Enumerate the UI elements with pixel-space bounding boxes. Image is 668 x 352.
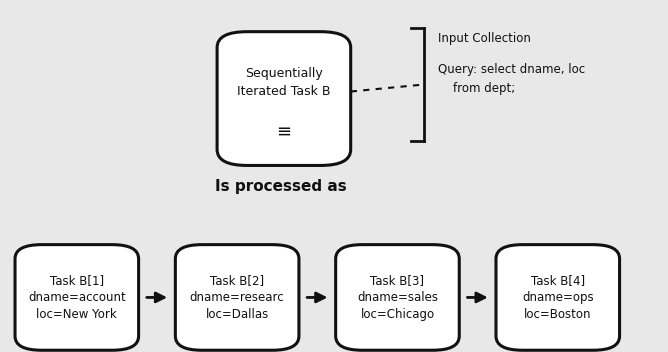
- Text: Task B[4]
dname=ops
loc=Boston: Task B[4] dname=ops loc=Boston: [522, 274, 594, 321]
- Text: Is processed as: Is processed as: [214, 179, 347, 194]
- Text: Task B[2]
dname=researc
loc=Dallas: Task B[2] dname=researc loc=Dallas: [190, 274, 285, 321]
- Text: Sequentially
Iterated Task B: Sequentially Iterated Task B: [237, 67, 331, 98]
- FancyBboxPatch shape: [496, 245, 620, 350]
- FancyBboxPatch shape: [15, 245, 139, 350]
- FancyBboxPatch shape: [175, 245, 299, 350]
- Text: ≡: ≡: [277, 123, 291, 141]
- Text: Task B[3]
dname=sales
loc=Chicago: Task B[3] dname=sales loc=Chicago: [357, 274, 438, 321]
- Text: Input Collection: Input Collection: [438, 32, 530, 45]
- Text: Task B[1]
dname=account
loc=New York: Task B[1] dname=account loc=New York: [28, 274, 126, 321]
- FancyBboxPatch shape: [335, 245, 460, 350]
- FancyBboxPatch shape: [217, 32, 351, 165]
- Text: Query: select dname, loc
    from dept;: Query: select dname, loc from dept;: [438, 63, 584, 95]
